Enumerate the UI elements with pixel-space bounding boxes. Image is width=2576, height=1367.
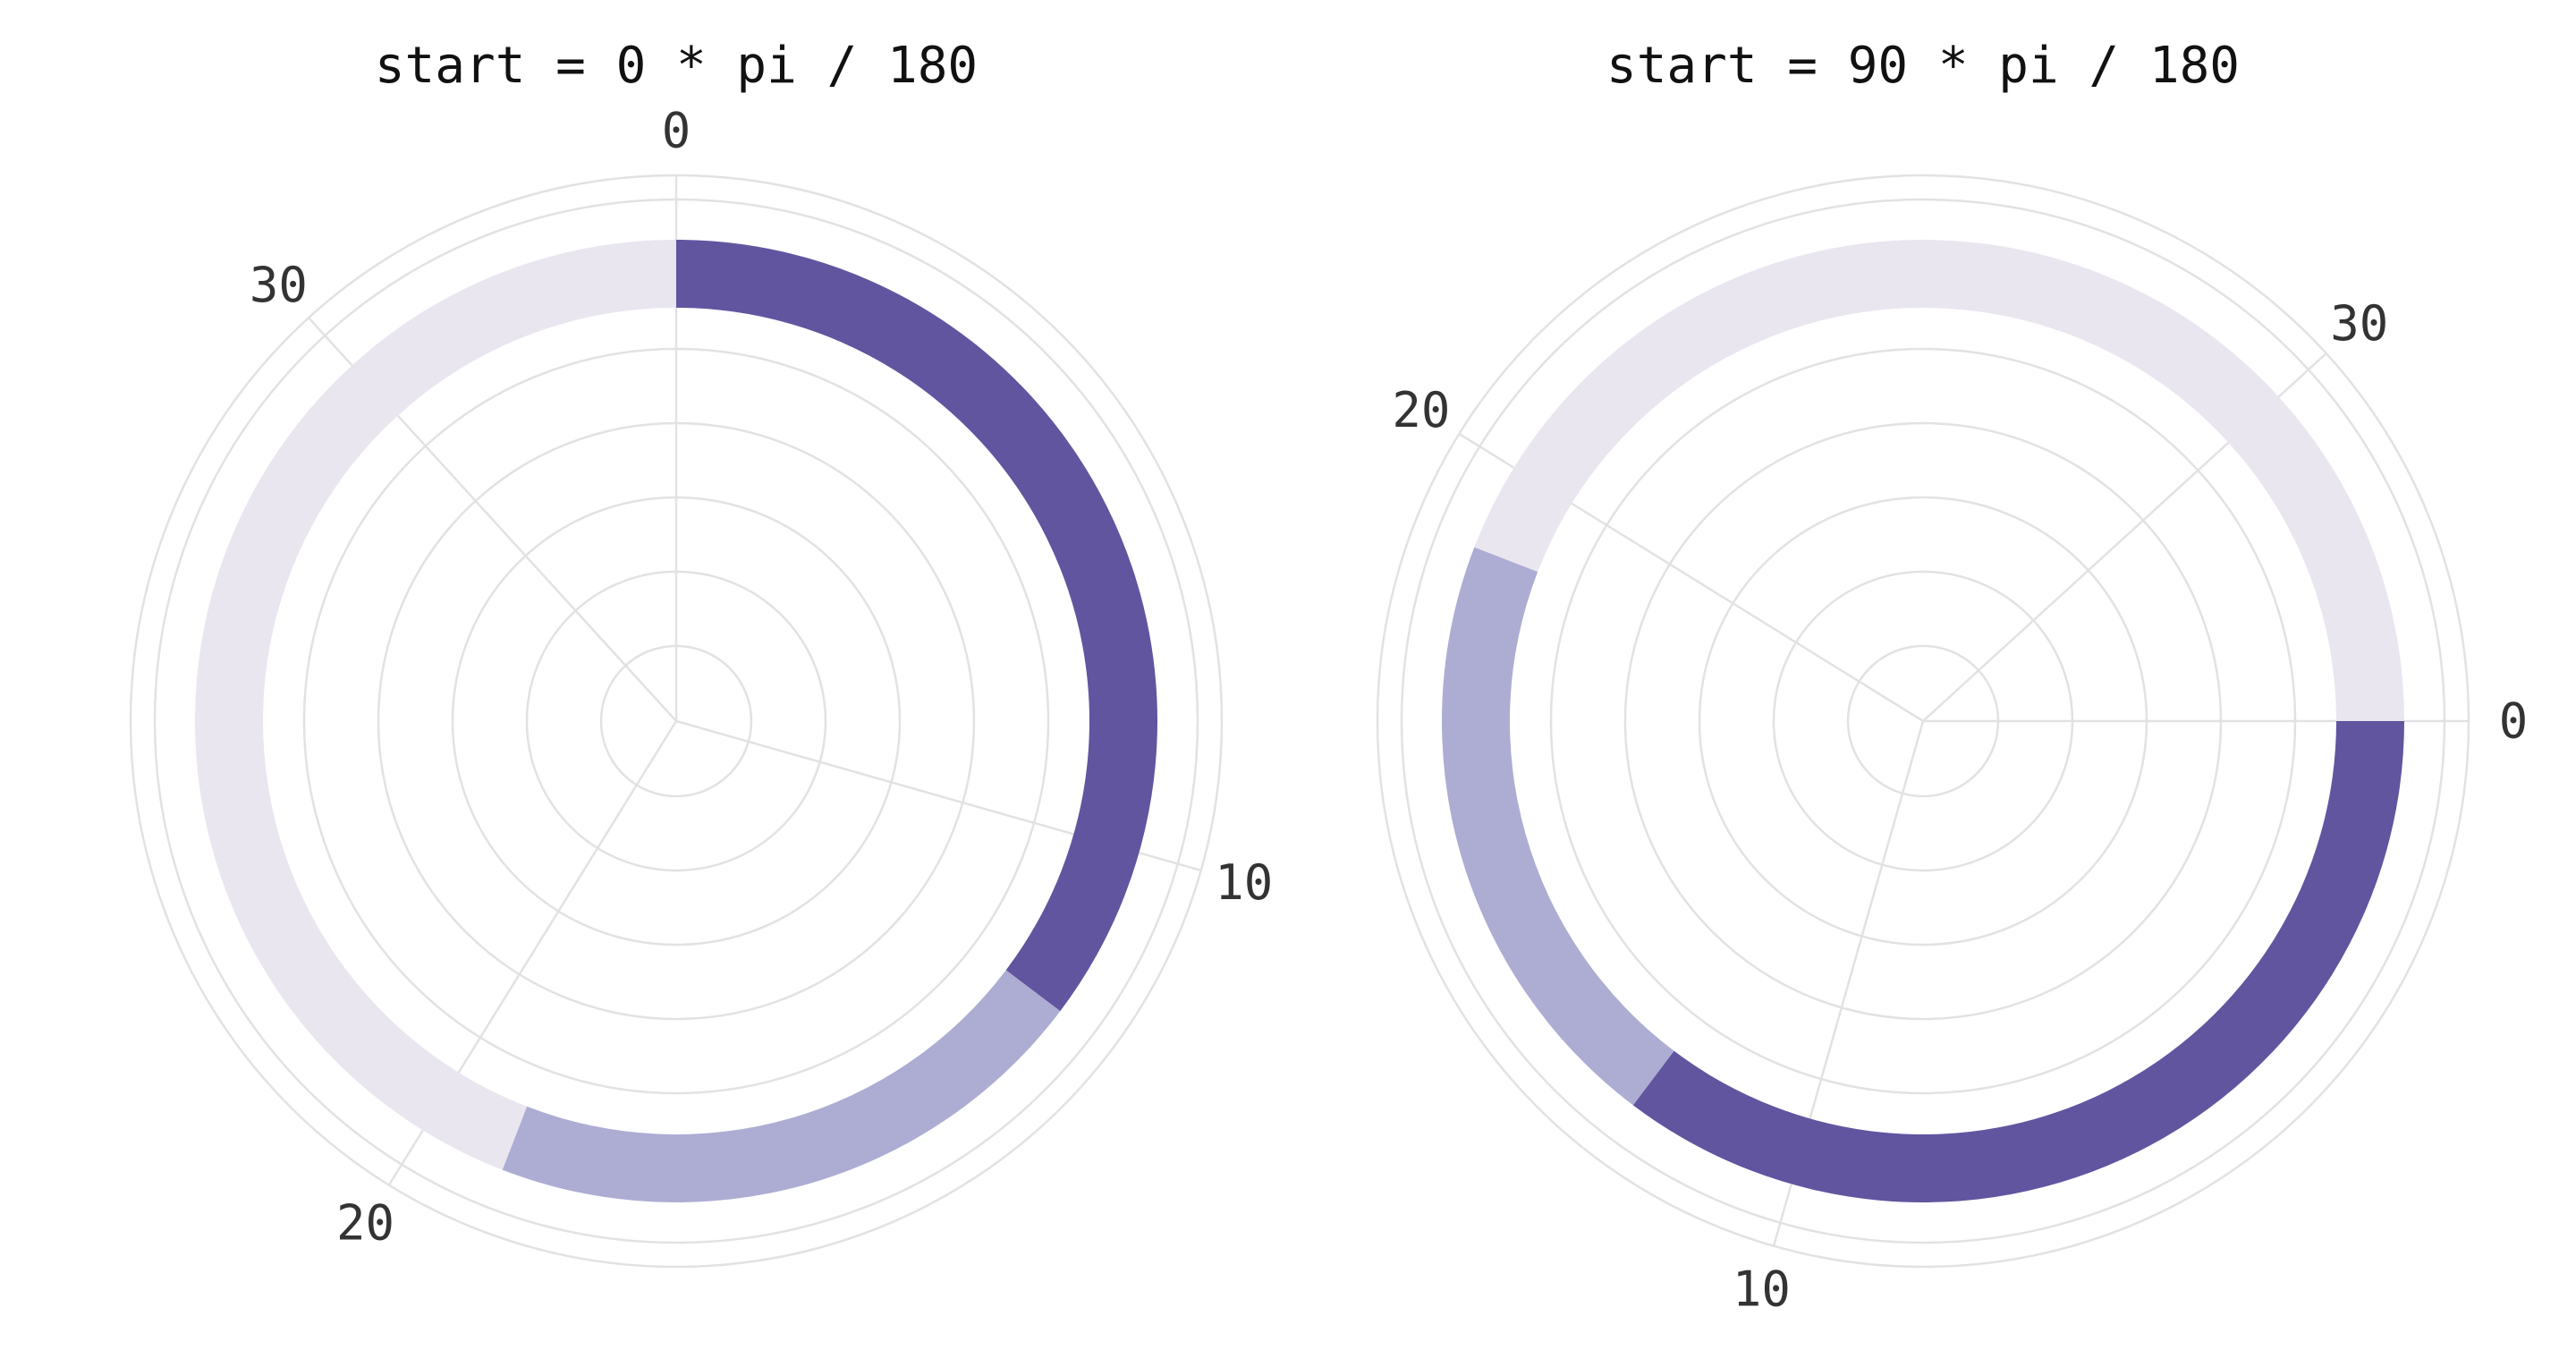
- ring-slice-1: [676, 240, 1157, 1012]
- ring-slice-1: [1632, 721, 2404, 1202]
- polar-panel-left: start = 0 * pi / 180 0 10 20 30: [129, 37, 1273, 1269]
- ring-slice-3: [194, 240, 676, 1170]
- panel-title-left: start = 0 * pi / 180: [375, 37, 978, 95]
- polar-grid-left: [129, 174, 1224, 1269]
- angular-tick-label: 30: [2330, 295, 2388, 352]
- angular-tick-label: 30: [250, 257, 308, 313]
- ring-slice-3: [1474, 239, 2404, 721]
- angular-tick-label: 10: [1215, 854, 1273, 911]
- angular-tick-label: 20: [336, 1195, 394, 1252]
- polar-grid-right: [1376, 174, 2470, 1269]
- panel-title-right: start = 90 * pi / 180: [1606, 37, 2240, 95]
- angular-tick-label: 10: [1733, 1261, 1791, 1317]
- angular-tick-label: 0: [2499, 693, 2529, 750]
- ring-slices-left: [194, 240, 1157, 1202]
- angular-ticks-left: 0 10 20 30: [250, 103, 1273, 1252]
- angular-ticks-right: 0 10 20 30: [1392, 295, 2528, 1317]
- angular-tick-label: 20: [1392, 382, 1450, 438]
- angular-tick-label: 0: [662, 103, 691, 159]
- polar-panel-right: start = 90 * pi / 180 0 10 20 30: [1376, 37, 2528, 1317]
- ring-slices-right: [1441, 239, 2404, 1202]
- ring-slice-2: [1441, 547, 1674, 1106]
- ring-slice-2: [502, 970, 1061, 1202]
